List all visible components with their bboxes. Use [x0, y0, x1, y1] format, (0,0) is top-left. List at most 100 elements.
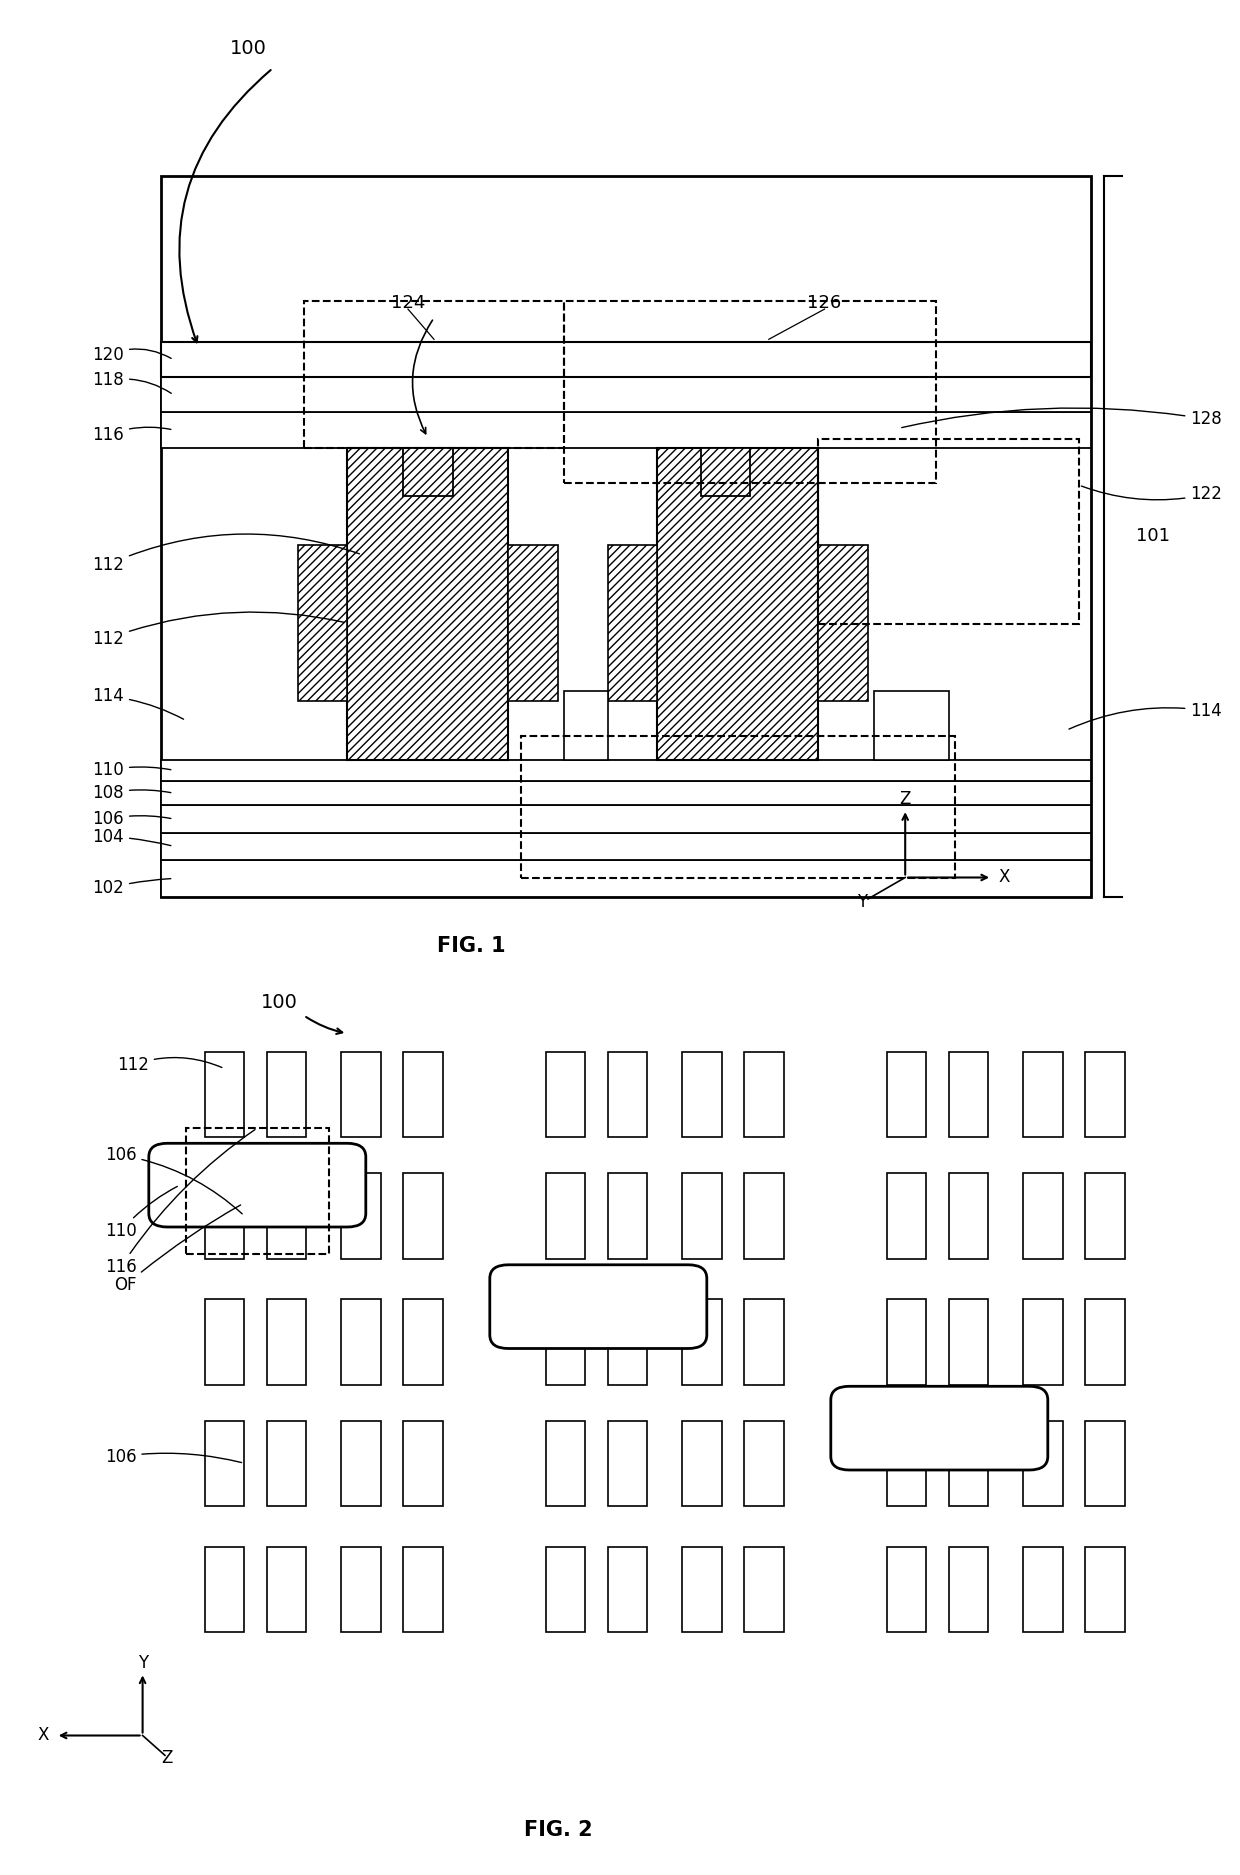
Bar	[205, 1052, 244, 1136]
Text: Z: Z	[899, 791, 911, 808]
Text: 110: 110	[92, 761, 171, 780]
Bar	[874, 692, 949, 759]
Text: 120: 120	[92, 345, 171, 364]
Bar	[744, 1052, 784, 1136]
Text: 100: 100	[260, 992, 298, 1011]
Bar	[403, 1174, 443, 1258]
Bar	[205, 1174, 244, 1258]
Bar	[887, 1299, 926, 1384]
Bar	[205, 1299, 244, 1384]
Bar	[887, 1547, 926, 1631]
Bar	[205, 1547, 244, 1631]
FancyBboxPatch shape	[490, 1266, 707, 1348]
Text: 112: 112	[92, 611, 345, 647]
Text: 116: 116	[92, 426, 171, 444]
Bar	[682, 1299, 722, 1384]
Text: 128: 128	[901, 409, 1223, 428]
Bar	[608, 1174, 647, 1258]
Bar	[546, 1299, 585, 1384]
Bar	[403, 448, 453, 497]
Bar	[267, 1174, 306, 1258]
Bar	[1023, 1421, 1063, 1506]
Bar	[1085, 1547, 1125, 1631]
Text: 116: 116	[104, 1129, 255, 1277]
Bar	[682, 1547, 722, 1631]
Bar	[546, 1174, 585, 1258]
Bar	[1085, 1421, 1125, 1506]
Bar	[818, 439, 1079, 624]
Bar	[949, 1174, 988, 1258]
Bar	[608, 1547, 647, 1631]
Text: X: X	[998, 868, 1011, 887]
Bar	[267, 1052, 306, 1136]
Bar	[744, 1421, 784, 1506]
Bar	[161, 832, 1091, 861]
Text: 106: 106	[104, 1146, 242, 1213]
Bar	[161, 759, 1091, 782]
Bar	[887, 1052, 926, 1136]
Bar	[564, 692, 608, 759]
Bar	[161, 806, 1091, 832]
Bar	[161, 861, 1091, 896]
Bar	[161, 176, 1091, 896]
Bar	[341, 1174, 381, 1258]
Text: 108: 108	[92, 784, 171, 802]
Text: 104: 104	[92, 827, 171, 846]
Text: Y: Y	[138, 1654, 148, 1672]
Bar	[546, 1421, 585, 1506]
Text: 126: 126	[807, 294, 842, 313]
Bar	[267, 1547, 306, 1631]
Text: Z: Z	[161, 1749, 174, 1766]
Bar	[1085, 1174, 1125, 1258]
Text: 118: 118	[92, 371, 171, 394]
Bar	[347, 448, 508, 759]
Bar	[341, 1421, 381, 1506]
Bar	[1023, 1299, 1063, 1384]
Bar	[1085, 1299, 1125, 1384]
Bar	[205, 1421, 244, 1506]
Bar	[608, 1299, 647, 1384]
Text: 101: 101	[1136, 527, 1171, 546]
Bar	[682, 1421, 722, 1506]
Text: 114: 114	[92, 686, 184, 720]
Bar	[949, 1052, 988, 1136]
Bar	[403, 1299, 443, 1384]
FancyBboxPatch shape	[149, 1144, 366, 1226]
Bar	[608, 1421, 647, 1506]
Bar	[887, 1174, 926, 1258]
Text: X: X	[37, 1727, 50, 1744]
Bar	[1023, 1174, 1063, 1258]
Bar	[744, 1299, 784, 1384]
Bar	[403, 1421, 443, 1506]
Bar	[744, 1174, 784, 1258]
Bar	[161, 377, 1091, 412]
Bar	[887, 1421, 926, 1506]
Bar	[546, 1547, 585, 1631]
Bar	[949, 1547, 988, 1631]
Bar	[267, 1421, 306, 1506]
Bar	[186, 1129, 329, 1254]
Bar	[161, 782, 1091, 806]
Bar	[1023, 1547, 1063, 1631]
Bar	[298, 546, 347, 701]
Bar	[682, 1052, 722, 1136]
Bar	[304, 302, 564, 448]
Text: 110: 110	[104, 1187, 177, 1241]
Text: 106: 106	[104, 1448, 242, 1466]
Bar	[657, 448, 818, 759]
Bar	[161, 343, 1091, 377]
Text: FIG. 1: FIG. 1	[436, 936, 506, 956]
Text: 100: 100	[229, 39, 267, 58]
Bar	[341, 1299, 381, 1384]
Bar	[682, 1174, 722, 1258]
FancyBboxPatch shape	[831, 1386, 1048, 1470]
Bar	[744, 1547, 784, 1631]
Bar	[949, 1421, 988, 1506]
Text: 112: 112	[117, 1056, 222, 1074]
Bar	[403, 1547, 443, 1631]
Bar	[341, 1547, 381, 1631]
Text: 106: 106	[92, 810, 171, 829]
Text: 114: 114	[1069, 701, 1223, 729]
Bar	[608, 1052, 647, 1136]
Bar	[403, 1052, 443, 1136]
